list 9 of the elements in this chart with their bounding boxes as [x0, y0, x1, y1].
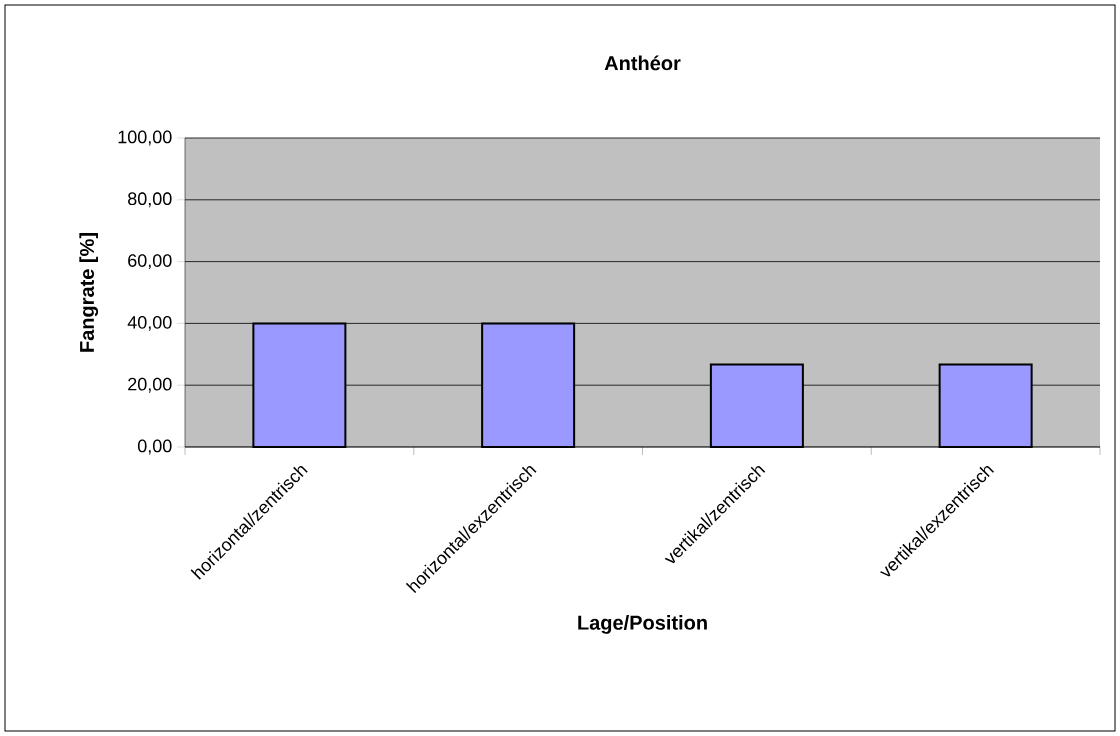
y-tick-label: 20,00 [128, 377, 172, 393]
x-axis-title: Lage/Position [578, 615, 707, 634]
y-tick-label: 100,00 [118, 130, 172, 146]
y-tick-label: 40,00 [127, 315, 172, 331]
y-axis-title: Fangrate [%] [79, 233, 99, 352]
chart-title: Anthéor [604, 55, 681, 71]
y-tick-label: 60,00 [128, 254, 172, 270]
y-tick-label: 0,00 [137, 439, 172, 455]
y-tick-label: 80,00 [128, 192, 172, 208]
